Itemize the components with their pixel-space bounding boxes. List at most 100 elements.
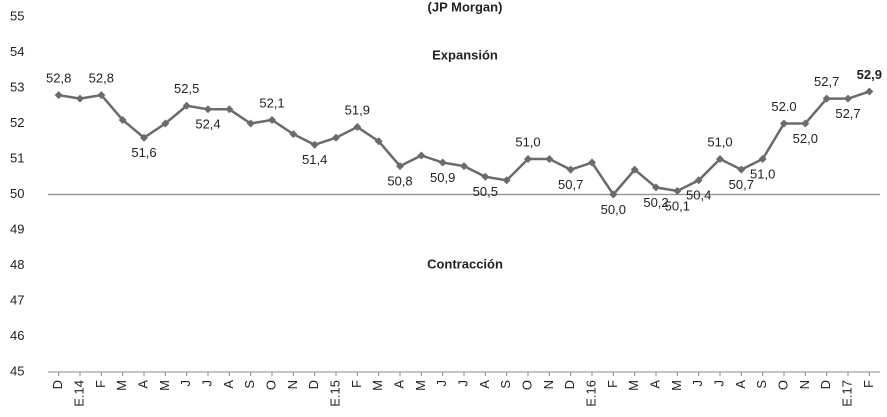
- data-label: 52,8: [46, 71, 71, 86]
- y-tick-label: 50: [10, 186, 24, 201]
- marker: [502, 176, 511, 185]
- marker: [588, 158, 596, 167]
- annotation: Contracción: [427, 256, 503, 271]
- marker: [438, 158, 447, 167]
- data-label: 50,4: [686, 188, 711, 203]
- data-label: 50,0: [601, 202, 626, 217]
- marker: [460, 162, 468, 171]
- data-label: 50,7: [558, 177, 583, 192]
- x-tick-label: F: [861, 380, 876, 388]
- data-label: 51,0: [515, 134, 540, 149]
- x-tick-label: D: [50, 380, 65, 389]
- marker: [97, 91, 106, 100]
- x-tick-label: E.16: [583, 380, 598, 407]
- y-tick-label: 55: [10, 8, 24, 23]
- x-tick-label: M: [669, 380, 684, 391]
- marker: [844, 94, 852, 103]
- marker: [332, 133, 340, 142]
- x-tick-label: N: [541, 380, 556, 389]
- data-label: 52,9: [857, 67, 882, 82]
- x-tick-label: D: [306, 380, 321, 389]
- x-tick-label: M: [157, 380, 172, 391]
- x-tick-label: E.14: [71, 380, 86, 407]
- marker: [118, 115, 127, 124]
- x-tick-label: J: [434, 380, 449, 387]
- data-label: 51,4: [302, 152, 327, 167]
- marker: [225, 105, 234, 114]
- data-label: 50,8: [387, 174, 412, 189]
- marker: [524, 155, 532, 163]
- data-label: 51,6: [131, 145, 156, 160]
- y-tick-label: 51: [10, 150, 24, 165]
- marker: [481, 172, 490, 181]
- data-label: 52,7: [814, 74, 839, 89]
- data-label: 52.0: [771, 99, 796, 114]
- marker: [396, 162, 404, 171]
- x-tick-label: M: [413, 380, 428, 391]
- marker: [310, 140, 319, 149]
- y-tick-label: 47: [10, 292, 24, 307]
- data-label: 51,9: [345, 102, 370, 117]
- data-label: 50,1: [665, 198, 690, 213]
- marker: [780, 119, 788, 128]
- x-tick-label: S: [242, 380, 257, 389]
- marker: [54, 91, 63, 100]
- x-tick-label: N: [285, 380, 300, 389]
- x-tick-label: E.15: [327, 380, 342, 407]
- marker: [673, 186, 682, 195]
- data-label: 50,5: [473, 184, 498, 199]
- marker: [182, 101, 191, 110]
- x-tick-label: J: [178, 380, 193, 387]
- x-tick-label: S: [498, 380, 513, 389]
- marker: [545, 155, 554, 163]
- marker: [694, 176, 703, 185]
- marker: [140, 133, 148, 142]
- y-tick-label: 48: [10, 257, 24, 272]
- x-tick-label: F: [349, 380, 364, 388]
- marker: [289, 130, 298, 139]
- x-tick-label: N: [797, 380, 812, 389]
- x-tick-label: M: [370, 380, 385, 391]
- data-label: 52,7: [835, 106, 860, 121]
- marker: [76, 94, 84, 103]
- marker: [758, 155, 767, 163]
- x-tick-label: A: [477, 380, 492, 389]
- x-tick-label: A: [647, 380, 662, 389]
- x-tick-label: O: [519, 380, 534, 390]
- x-tick-label: D: [562, 380, 577, 389]
- chart-title: (JP Morgan): [428, 0, 503, 14]
- y-tick-label: 54: [10, 44, 24, 59]
- x-tick-label: J: [690, 380, 705, 387]
- y-tick-label: 49: [10, 221, 24, 236]
- x-tick-label: F: [605, 380, 620, 388]
- x-tick-label: F: [93, 380, 108, 388]
- data-label: 50,9: [430, 170, 455, 185]
- x-tick-label: A: [733, 380, 748, 389]
- x-tick-label: O: [775, 380, 790, 390]
- data-label: 50,2: [643, 195, 668, 210]
- x-tick-label: O: [263, 380, 278, 390]
- x-tick-label: S: [754, 380, 769, 389]
- y-tick-label: 46: [10, 328, 24, 343]
- y-tick-label: 52: [10, 115, 24, 130]
- x-tick-label: A: [135, 380, 150, 389]
- x-tick-label: A: [391, 380, 406, 389]
- data-label: 52,5: [174, 81, 199, 96]
- x-tick-label: E.17: [839, 380, 854, 407]
- y-tick-label: 53: [10, 79, 24, 94]
- marker: [865, 87, 874, 96]
- marker: [417, 151, 426, 160]
- data-label: 52,8: [89, 71, 114, 86]
- data-label: 52,1: [259, 95, 284, 110]
- x-tick-label: D: [818, 380, 833, 389]
- marker: [801, 119, 810, 128]
- marker: [161, 119, 170, 128]
- x-tick-label: M: [114, 380, 129, 391]
- data-label: 51,0: [707, 134, 732, 149]
- x-tick-label: A: [221, 380, 236, 389]
- marker: [822, 94, 831, 103]
- marker: [566, 165, 575, 174]
- data-label: 52,4: [195, 117, 220, 132]
- data-label: 52,0: [793, 131, 818, 146]
